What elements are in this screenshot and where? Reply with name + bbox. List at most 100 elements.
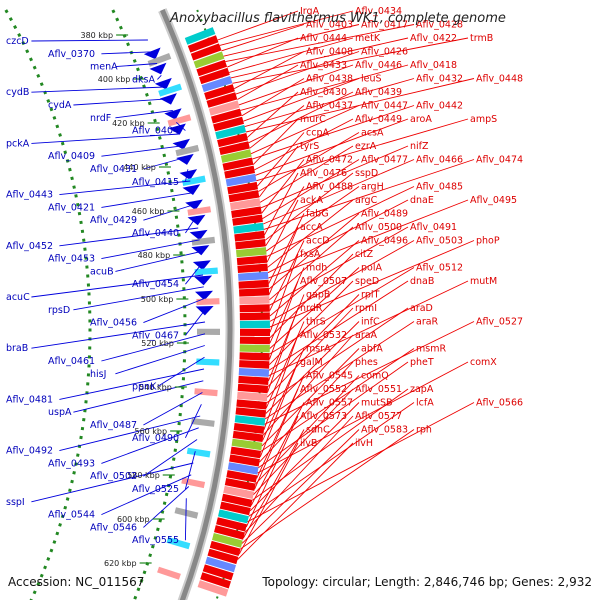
forward-gene-label: mutM: [470, 276, 497, 287]
forward-gene-label: rpmI: [355, 303, 377, 314]
forward-gene-block: [218, 509, 249, 524]
forward-gene-label: galM: [300, 357, 323, 368]
forward-leader-line: [228, 37, 354, 73]
forward-leader-line: [264, 321, 415, 420]
reverse-gene-label: Aflv_0467: [132, 330, 179, 341]
kbp-tick-label: 600 kbp: [117, 515, 150, 524]
reverse-leader-line: [143, 157, 186, 170]
reverse-gene-arrow: [149, 62, 167, 75]
forward-gene-block: [237, 383, 269, 394]
reverse-leader-line: [184, 404, 202, 438]
forward-leader-line: [269, 240, 305, 311]
forward-gene-label: sspD: [355, 168, 378, 179]
forward-gene-label: argH: [361, 182, 384, 193]
forward-leader-line: [264, 172, 354, 241]
reverse-leader-line: [143, 486, 190, 528]
reverse-leader-line: [31, 86, 166, 93]
forward-gene-block: [239, 304, 270, 313]
forward-gene-block: [231, 438, 263, 451]
reverse-leader-line: [184, 498, 187, 541]
kbp-tick-label: 400 kbp: [98, 75, 131, 84]
forward-gene-block: [233, 423, 265, 434]
forward-gene-label: Aflv_0422: [410, 33, 457, 44]
forward-leader-line: [263, 159, 415, 225]
forward-gene-label: leuS: [361, 74, 382, 85]
reverse-gene-label: pckA: [6, 138, 30, 149]
reverse-gene-label: dksA: [132, 74, 155, 85]
reverse-gene-label: braB: [6, 343, 28, 354]
forward-gene-label: Aflv_0430: [300, 87, 347, 98]
forward-leader-line: [257, 132, 305, 187]
forward-gene-label: Aflv_0426: [361, 47, 408, 58]
rna-feature-block: [196, 298, 220, 306]
reverse-leader-line: [101, 192, 193, 208]
reverse-gene-arrow: [195, 290, 213, 301]
forward-gene-label: Aflv_0444: [300, 33, 347, 44]
forward-gene-block: [217, 133, 248, 148]
forward-gene-label: ilvB: [300, 438, 317, 449]
forward-gene-block: [190, 43, 222, 61]
forward-gene-block: [239, 287, 270, 297]
reverse-gene-arrow: [182, 184, 201, 195]
reverse-gene-label: cydA: [48, 100, 72, 111]
rna-feature-block: [187, 206, 212, 216]
reverse-leader-line: [59, 227, 199, 247]
forward-gene-label: Aflv_0417: [361, 20, 408, 31]
reverse-leader-line: [157, 356, 205, 387]
forward-gene-block: [239, 352, 270, 361]
reverse-gene-label: Aflv_0431: [90, 164, 137, 175]
reverse-leader-line: [73, 286, 204, 311]
forward-gene-label: ezrA: [355, 141, 377, 152]
forward-leader-line: [250, 402, 305, 506]
forward-gene-block: [204, 84, 235, 100]
reverse-gene-arrow: [154, 77, 172, 90]
forward-leader-line: [255, 118, 409, 176]
forward-gene-block: [234, 230, 265, 242]
forward-gene-block: [222, 157, 254, 171]
forward-gene-label: Aflv_0552: [300, 384, 347, 395]
gene-features: [143, 27, 270, 597]
forward-gene-block: [197, 580, 229, 597]
forward-leader-line: [230, 37, 409, 79]
forward-gene-block: [236, 255, 268, 266]
forward-leader-line: [245, 415, 299, 528]
forward-leader-line: [269, 267, 360, 349]
forward-gene-label: dnaB: [410, 276, 434, 287]
reverse-leader-line: [59, 415, 201, 452]
forward-leader-line: [246, 91, 299, 138]
reverse-gene-label: Aflv_0525: [132, 484, 179, 495]
forward-gene-block: [227, 462, 259, 475]
forward-gene-label: Aflv_0477: [361, 155, 408, 166]
forward-gene-label: ilvH: [355, 438, 373, 449]
forward-leader-line: [269, 253, 354, 339]
forward-leader-line: [264, 321, 475, 425]
forward-leader-line: [265, 186, 360, 252]
reverse-gene-label: acuC: [6, 292, 30, 303]
forward-gene-label: Aflv_0466: [416, 155, 463, 166]
forward-gene-label: rph: [416, 425, 432, 436]
forward-gene-block: [206, 92, 238, 108]
reverse-leader-line: [143, 392, 203, 426]
forward-gene-label: ackA: [300, 195, 324, 206]
forward-gene-label: ampS: [470, 114, 497, 125]
forward-gene-label: IrgA: [300, 6, 320, 17]
reverse-gene-label: Aflv_0481: [6, 394, 53, 405]
forward-leader-line: [248, 402, 415, 517]
forward-leader-line: [256, 118, 469, 182]
reverse-leader-line: [31, 274, 204, 298]
reverse-gene-label: czcD: [6, 36, 29, 47]
forward-gene-block: [201, 76, 233, 92]
kbp-tick-label: 480 kbp: [138, 251, 171, 260]
forward-leader-line: [269, 240, 360, 317]
forward-gene-label: Aflv_0446: [355, 60, 402, 71]
forward-leader-line: [268, 213, 360, 290]
forward-leader-line: [233, 51, 305, 90]
forward-leader-line: [269, 240, 415, 322]
rna-feature-block: [196, 358, 220, 366]
reverse-gene-arrow: [176, 153, 194, 165]
forward-leader-line: [259, 361, 299, 457]
reverse-gene-label: rpsD: [48, 305, 70, 316]
forward-gene-label: Aflv_0545: [306, 371, 353, 382]
reverse-gene-arrow: [191, 245, 210, 256]
forward-gene-block: [199, 67, 230, 85]
